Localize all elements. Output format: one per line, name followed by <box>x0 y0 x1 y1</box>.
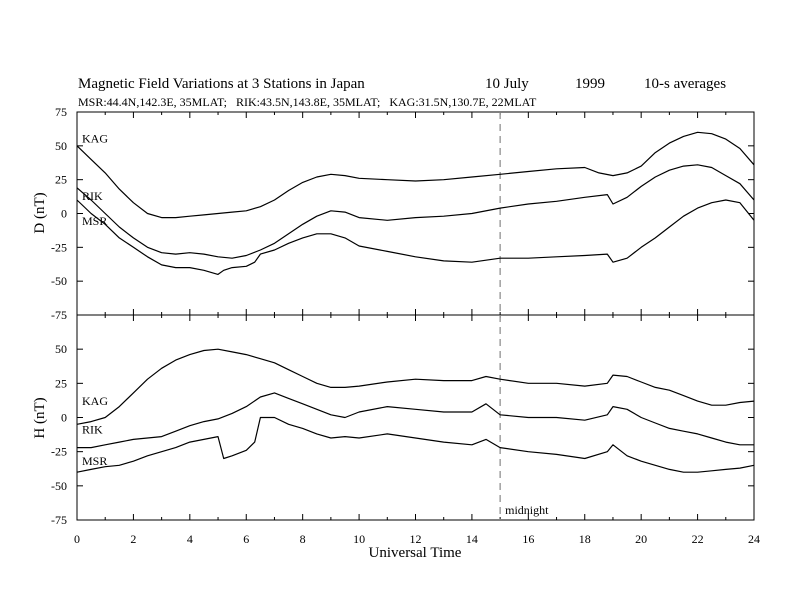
h-label-msr: MSR <box>82 454 107 468</box>
d-ytick-label: -25 <box>51 240 67 254</box>
d-ytick-label: 75 <box>55 105 67 119</box>
x-tick-label: 8 <box>300 532 306 546</box>
x-tick-label: 2 <box>130 532 136 546</box>
h-ytick-label: 50 <box>55 342 67 356</box>
d-panel: 75 50 25 0 -25 -50 -75 KAG RIK MSR <box>51 105 755 322</box>
h-series-msr <box>76 416 755 473</box>
chart-resolution: 10-s averages <box>644 76 726 92</box>
h-series-kag <box>76 348 755 425</box>
x-tick-label: 16 <box>522 532 534 546</box>
h-ytick-label: -75 <box>51 513 67 527</box>
d-ytick-label: 0 <box>61 207 67 221</box>
x-axis-label: Universal Time <box>369 545 462 561</box>
d-label-msr: MSR <box>82 214 107 228</box>
d-ytick-label: -50 <box>51 274 67 288</box>
h-panel-ylabel: H (nT) <box>32 397 48 438</box>
d-series-msr <box>76 199 755 275</box>
x-tick-label: 4 <box>187 532 193 546</box>
h-label-rik: RIK <box>82 423 103 437</box>
x-tick-label: 14 <box>466 532 478 546</box>
station-coordinates: MSR:44.4N,142.3E, 35MLAT; RIK:43.5N,143.… <box>78 95 537 109</box>
h-series-rik <box>77 392 754 449</box>
h-ytick-label: 0 <box>61 411 67 425</box>
midnight-label: midnight <box>505 503 549 517</box>
d-label-rik: RIK <box>82 189 103 203</box>
d-series-kag <box>76 131 755 219</box>
d-ytick-label: 25 <box>55 173 67 187</box>
d-ytick-label: 50 <box>55 139 67 153</box>
x-tick-label: 0 <box>74 532 80 546</box>
chart-title: Magnetic Field Variations at 3 Stations … <box>78 76 365 92</box>
chart-year: 1999 <box>575 76 605 92</box>
chart-date: 10 July <box>485 76 529 92</box>
x-tick-label: 22 <box>692 532 704 546</box>
d-series-rik <box>76 164 755 259</box>
x-tick-label: 12 <box>410 532 422 546</box>
x-axis: 0 2 4 6 8 10 12 14 16 18 20 22 24 <box>74 532 760 546</box>
x-tick-label: 10 <box>353 532 365 546</box>
d-label-kag: KAG <box>82 132 108 146</box>
d-panel-frame <box>76 111 755 316</box>
h-ytick-label: -25 <box>51 445 67 459</box>
h-panel: 50 25 0 -25 -50 -75 midnight KAG RIK MSR <box>51 315 755 527</box>
x-tick-label: 18 <box>579 532 591 546</box>
h-panel-frame <box>76 314 755 521</box>
h-label-kag: KAG <box>82 394 108 408</box>
d-ytick-label: -75 <box>51 308 67 322</box>
x-tick-label: 24 <box>748 532 760 546</box>
h-ytick-label: 25 <box>55 376 67 390</box>
x-tick-label: 20 <box>635 532 647 546</box>
x-tick-label: 6 <box>243 532 249 546</box>
d-panel-ylabel: D (nT) <box>32 192 48 233</box>
h-ytick-label: -50 <box>51 479 67 493</box>
